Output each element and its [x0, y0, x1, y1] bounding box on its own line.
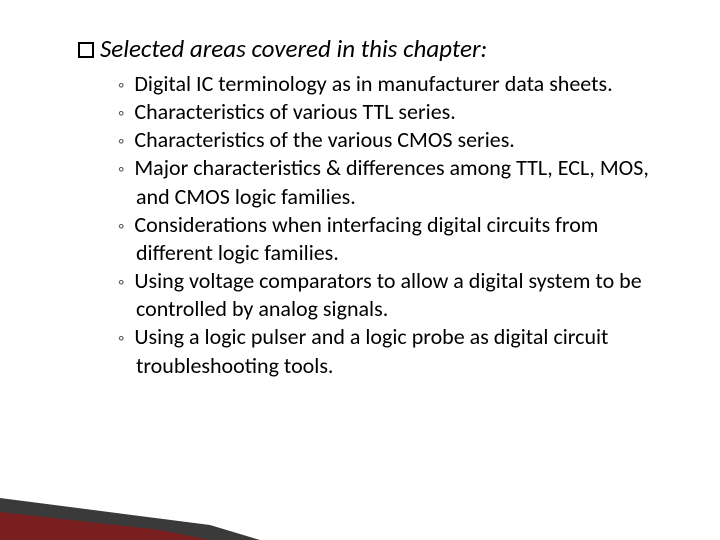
- accent-maroon: [0, 512, 210, 540]
- bullet-list: Digital IC terminology as in manufacture…: [78, 70, 660, 380]
- slide: Selected areas covered in this chapter: …: [0, 0, 720, 540]
- list-item: Considerations when interfacing digital …: [118, 211, 660, 267]
- accent-dark: [0, 498, 260, 540]
- list-item: Characteristics of the various CMOS seri…: [118, 126, 660, 154]
- checkbox-icon: [78, 42, 94, 58]
- list-item: Digital IC terminology as in manufacture…: [118, 70, 660, 98]
- list-item: Using a logic pulser and a logic probe a…: [118, 323, 660, 379]
- heading-prefix: Selected: [100, 33, 184, 64]
- heading-rest: areas covered in this chapter:: [184, 33, 487, 64]
- slide-heading: Selected areas covered in this chapter:: [78, 34, 660, 64]
- list-item: Major characteristics & differences amon…: [118, 154, 660, 210]
- corner-accent-icon: [0, 480, 260, 540]
- list-item: Using voltage comparators to allow a dig…: [118, 267, 660, 323]
- list-item: Characteristics of various TTL series.: [118, 98, 660, 126]
